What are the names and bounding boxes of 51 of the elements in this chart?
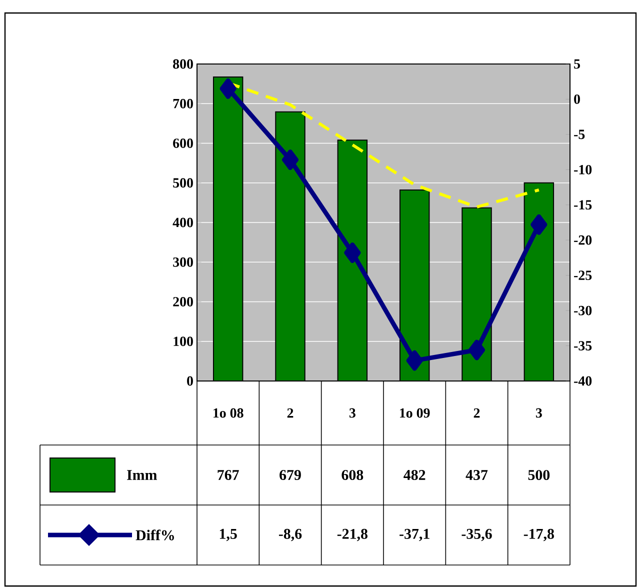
y-tick-label: 700 <box>173 98 193 108</box>
y-tick-label: 200 <box>173 297 193 306</box>
data-label: -35,6 <box>462 528 492 542</box>
legend-label: Imm <box>127 470 157 480</box>
y-tick-label: 400 <box>172 218 193 228</box>
point <box>406 350 423 371</box>
bar <box>399 189 430 381</box>
y2-tick-label: 0 <box>574 94 580 104</box>
bar <box>524 182 554 381</box>
y2-tick-label: -40 <box>574 376 592 386</box>
data-label: 608 <box>342 470 364 480</box>
point <box>530 214 548 235</box>
y2-tick-label: 5 <box>574 59 580 69</box>
point <box>220 78 236 99</box>
bar <box>462 207 492 381</box>
y-tick-label: 0 <box>187 376 193 386</box>
point <box>344 242 361 264</box>
data-label: -8,6 <box>278 528 302 542</box>
y2-tick-label: -15 <box>574 200 592 210</box>
y-tick-label: 100 <box>174 336 193 346</box>
bar <box>275 111 306 381</box>
data-label: -37,1 <box>400 528 430 542</box>
data-label: -21,8 <box>337 528 368 542</box>
data-label: 679 <box>280 470 301 480</box>
y2-tick-label: -35 <box>574 341 592 350</box>
data-label: 500 <box>528 470 550 480</box>
x-tick-label: 3 <box>536 408 542 418</box>
point <box>282 150 299 170</box>
y2-tick-label: -5 <box>574 130 585 140</box>
legend-label: Diff% <box>136 530 174 540</box>
data-label: 482 <box>404 470 426 480</box>
y2-tick-label: -20 <box>574 235 592 245</box>
y2-tick-label: -25 <box>574 270 592 280</box>
point <box>468 340 486 360</box>
y-tick-label: 800 <box>173 59 193 69</box>
data-label: -17,8 <box>524 528 554 542</box>
data-label: 1,5 <box>220 528 237 542</box>
y2-tick-label: -10 <box>574 164 592 174</box>
bar <box>212 76 244 381</box>
data-label: 767 <box>218 470 239 480</box>
x-tick-label: 3 <box>349 408 356 418</box>
bar <box>337 140 368 381</box>
data-label: 437 <box>466 470 488 480</box>
y-tick-label: 500 <box>173 178 193 188</box>
x-tick-label: 1o 08 <box>214 408 244 418</box>
y-tick-label: 600 <box>173 138 193 148</box>
y-tick-label: 300 <box>173 257 193 267</box>
y2-tick-label: -30 <box>574 306 592 316</box>
x-tick-label: 1o 09 <box>400 408 430 418</box>
x-tick-label: 2 <box>287 408 294 418</box>
x-tick-label: 2 <box>474 408 480 418</box>
